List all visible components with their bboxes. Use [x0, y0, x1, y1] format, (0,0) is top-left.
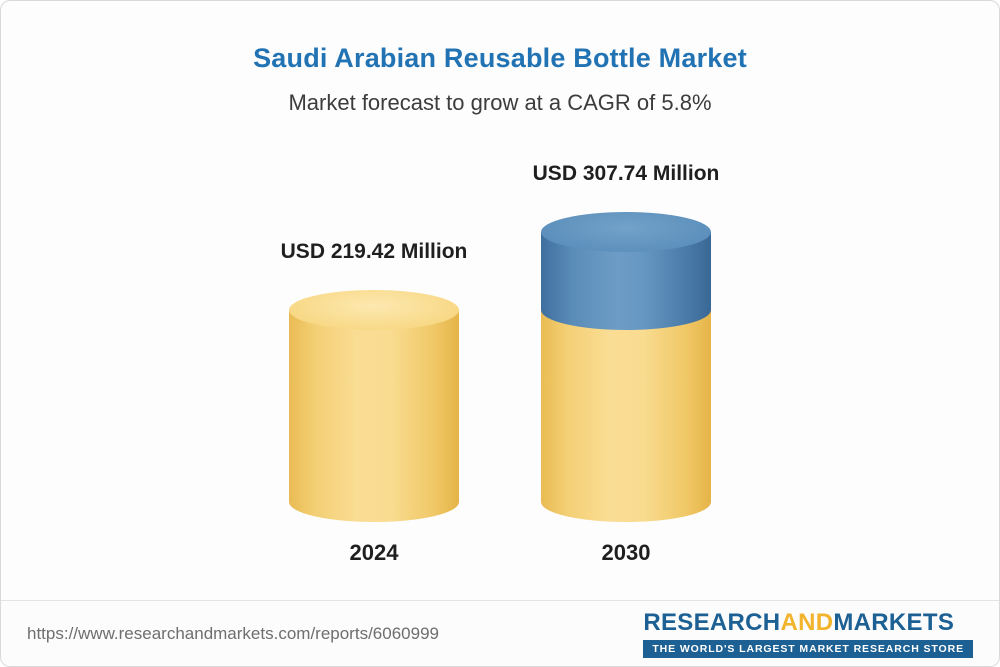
page-subtitle: Market forecast to grow at a CAGR of 5.8…	[288, 90, 712, 115]
year-label-2030: 2030	[601, 540, 651, 565]
cylinder-2030	[541, 212, 711, 522]
logo-word-and: AND	[780, 609, 834, 636]
year-label-2024: 2024	[349, 540, 399, 565]
footer-bar: https://www.researchandmarkets.com/repor…	[1, 600, 999, 666]
cylinder-2030-base-body	[541, 309, 711, 502]
cylinder-2024-base-segment	[289, 289, 459, 522]
cylinder-2024	[289, 289, 459, 522]
logo-word-markets: MARKETS	[833, 609, 955, 636]
cylinder-2024-body	[289, 309, 459, 502]
bar-column-2024: USD 219.42 Million 2024	[281, 240, 468, 567]
report-url: https://www.researchandmarkets.com/repor…	[27, 623, 439, 643]
cylinder-2030-growth-segment	[541, 212, 711, 330]
logo-wordmark: RESEARCHANDMARKETS	[643, 609, 954, 637]
value-label-2024: USD 219.42 Million	[280, 239, 468, 263]
bar-column-2030: USD 307.74 Million 2030	[533, 162, 720, 566]
researchandmarkets-logo: RESEARCHANDMARKETS THE WORLD'S LARGEST M…	[643, 609, 973, 658]
chart-area: USD 219.42 Million 2024 USD 307.74 Milli…	[1, 162, 999, 566]
chart-header: Saudi Arabian Reusable Bottle Market Mar…	[1, 1, 999, 116]
cylinder-2024-cap	[289, 289, 459, 330]
cylinder-2030-base-segment	[541, 309, 711, 522]
cylinder-2030-growth-cap	[541, 212, 711, 253]
value-label-2030: USD 307.74 Million	[532, 162, 720, 186]
logo-tagline: THE WORLD'S LARGEST MARKET RESEARCH STOR…	[643, 640, 973, 658]
page-title: Saudi Arabian Reusable Bottle Market	[253, 43, 747, 73]
logo-word-research: RESEARCH	[643, 609, 781, 636]
